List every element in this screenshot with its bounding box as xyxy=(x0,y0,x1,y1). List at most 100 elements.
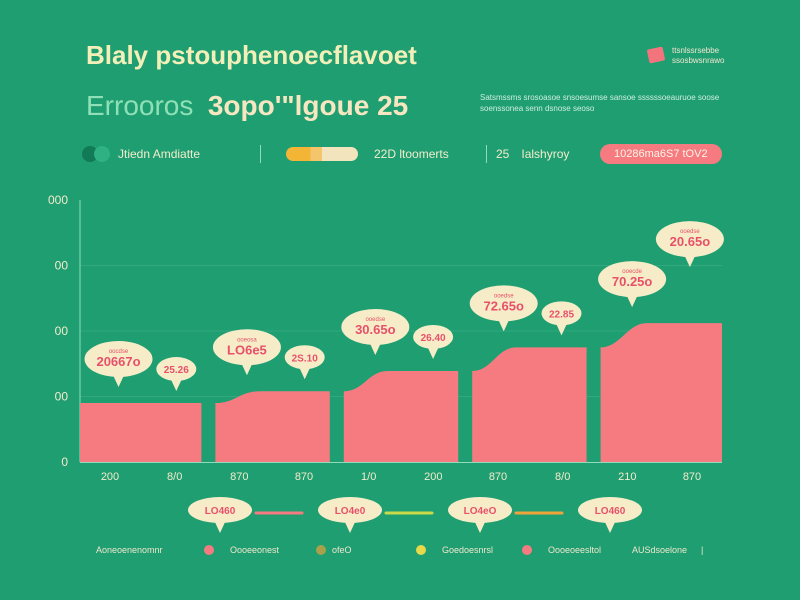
top-right-text: ttsnlssrsebbe ssosbwsnrawo xyxy=(672,46,725,65)
y-tick-label: 0 xyxy=(61,455,68,469)
bubble-9-tail xyxy=(626,294,639,308)
bubble-3-bg xyxy=(212,329,281,366)
bubble-7-tail xyxy=(497,318,510,332)
bottom-bubble-2-bg xyxy=(318,497,382,523)
bubble-9-label: 70.25o xyxy=(612,274,653,289)
bubble-10-label: 20.65o xyxy=(670,234,711,249)
bottom-bubble-1-label: LO460 xyxy=(205,506,236,517)
bottom-legend: Aoneoenenomnr Oooeeonest ofeO Goedoesnrs… xyxy=(96,540,716,560)
bubble-3-label: LO6e5 xyxy=(227,342,267,357)
bottom-bubble-3-bg xyxy=(448,497,512,523)
x-tick-label: 870 xyxy=(230,471,248,483)
subtitle-main: 3opo'"lgoue 25 xyxy=(207,90,409,121)
x-tick-label: 870 xyxy=(295,471,313,483)
x-tick-label: 870 xyxy=(683,471,701,483)
bottom-legend-dot-icon xyxy=(204,545,214,555)
top-right-note: ttsnlssrsebbe ssosbwsnrawo xyxy=(646,46,752,66)
bubble-9-bg xyxy=(598,261,667,298)
bottom-legend-dot-icon xyxy=(416,545,426,555)
bubble-3-tail xyxy=(240,362,253,376)
y-tick-label: 00 xyxy=(55,324,69,338)
legend-dot-light-icon xyxy=(94,146,110,162)
bubble-1-label: 20667o xyxy=(96,354,140,369)
bar-1 xyxy=(80,403,202,462)
bar-3 xyxy=(343,370,459,462)
bottom-legend-right: AUSdsoelone | xyxy=(632,545,704,555)
legend-item-3: 25 Ialshyroy xyxy=(496,142,569,166)
bottom-bubble-4-bg xyxy=(578,497,642,523)
legend-item-3-number: 25 xyxy=(496,147,510,161)
legend-pill-icon xyxy=(286,147,358,161)
bubble-2-label: 25.26 xyxy=(164,365,189,376)
bubble-3-small-label: ooeosa xyxy=(237,337,257,343)
bottom-bubble-3-tail xyxy=(474,520,486,533)
bottom-bubble-2-label: LO4e0 xyxy=(335,506,366,517)
bubble-5-label: 30.65o xyxy=(355,322,396,337)
bottom-legend-dot-icon xyxy=(522,545,532,555)
bottom-bubble-3-label: LO4eO xyxy=(464,506,497,517)
legend-badge-wrap: 10286ma6S7 tOV2 xyxy=(600,142,722,166)
x-tick-label: 870 xyxy=(489,471,507,483)
legend-row: Jtiedn Amdiatte 22D ltoomerts 25 Ialshyr… xyxy=(82,142,722,166)
bottom-bubble-2-tail xyxy=(344,520,356,533)
bottom-legend-left: Aoneoenenomnr xyxy=(96,540,163,560)
y-tick-label: 00 xyxy=(55,259,69,273)
bubble-10-small-label: ooedse xyxy=(680,229,700,235)
bottom-bubble-4-label: LO460 xyxy=(595,506,626,517)
chart-title: Blaly pstouphenoecflavoet xyxy=(86,40,417,70)
bubble-4-bg xyxy=(284,345,325,370)
y-tick-label: 000 xyxy=(48,193,68,207)
bottom-legend-item-3: Goedoesnrsl xyxy=(416,540,493,560)
chart-description: Satsmssms srosoasoe snsoesumse sansoe ss… xyxy=(480,93,720,113)
bubble-1-small-label: oocdse xyxy=(109,349,129,355)
bubble-1-bg xyxy=(84,341,153,378)
x-tick-label: 8/0 xyxy=(167,471,182,483)
bubble-8-bg xyxy=(541,301,582,326)
legend-separator xyxy=(486,145,487,163)
bubble-2-tail xyxy=(170,378,183,392)
bubble-8-tail xyxy=(555,322,568,336)
legend-item-3-label: Ialshyroy xyxy=(521,147,570,161)
bar-5 xyxy=(600,323,722,462)
legend-item-2-swatch xyxy=(286,142,358,166)
bubble-7-label: 72.65o xyxy=(483,298,524,313)
bubble-6-label: 26.40 xyxy=(421,333,446,344)
x-tick-label: 8/0 xyxy=(555,471,570,483)
bottom-legend-item-4-label: Oooeoeesltol xyxy=(548,545,602,555)
bottom-legend-item-1-label: Oooeeonest xyxy=(230,545,280,555)
bubble-5-tail xyxy=(369,341,382,355)
bottom-legend-left-label: Aoneoenenomnr xyxy=(96,545,163,555)
bubble-6-tail xyxy=(427,345,440,359)
bottom-legend-item-3-label: Goedoesnrsl xyxy=(442,545,494,555)
legend-item-1-label: Jtiedn Amdiatte xyxy=(118,147,201,161)
bottom-legend-dot-icon xyxy=(316,545,326,555)
bottom-legend-item-2: ofeO xyxy=(316,540,352,560)
bottom-legend-right-label: AUSdsoelone xyxy=(632,545,688,555)
subtitle-prefix: Errooros xyxy=(86,90,194,121)
chart-subtitle: Errooros 3opo'"lgoue 25 xyxy=(86,90,408,122)
bubble-8-label: 22.85 xyxy=(549,309,574,320)
bottom-bubble-1-bg xyxy=(188,497,252,523)
bubble-5-small-label: ooedse xyxy=(365,317,385,323)
bottom-legend-item-1: Oooeeonest xyxy=(204,540,279,560)
bubble-6-bg xyxy=(413,324,454,349)
legend-item-1: Jtiedn Amdiatte xyxy=(82,142,200,166)
bottom-legend-item-2-label: ofeO xyxy=(332,545,352,555)
bubble-7-small-label: ooedse xyxy=(494,293,514,299)
x-tick-label: 200 xyxy=(424,471,442,483)
bubble-4-tail xyxy=(298,366,311,380)
bar-4 xyxy=(472,347,587,462)
bubble-10-bg xyxy=(655,221,724,258)
bubble-7-bg xyxy=(469,285,538,322)
bubble-2-bg xyxy=(156,357,197,382)
bottom-legend-item-4: Oooeoeesltol xyxy=(522,540,601,560)
bottom-bubble-4-tail xyxy=(604,520,616,533)
legend-badge: 10286ma6S7 tOV2 xyxy=(600,144,722,164)
bar-2 xyxy=(215,391,330,462)
x-tick-label: 200 xyxy=(101,471,119,483)
y-tick-label: 00 xyxy=(55,390,69,404)
bottom-bubble-1-tail xyxy=(214,520,226,533)
x-tick-label: 1/0 xyxy=(361,471,376,483)
x-tick-label: 210 xyxy=(618,471,636,483)
